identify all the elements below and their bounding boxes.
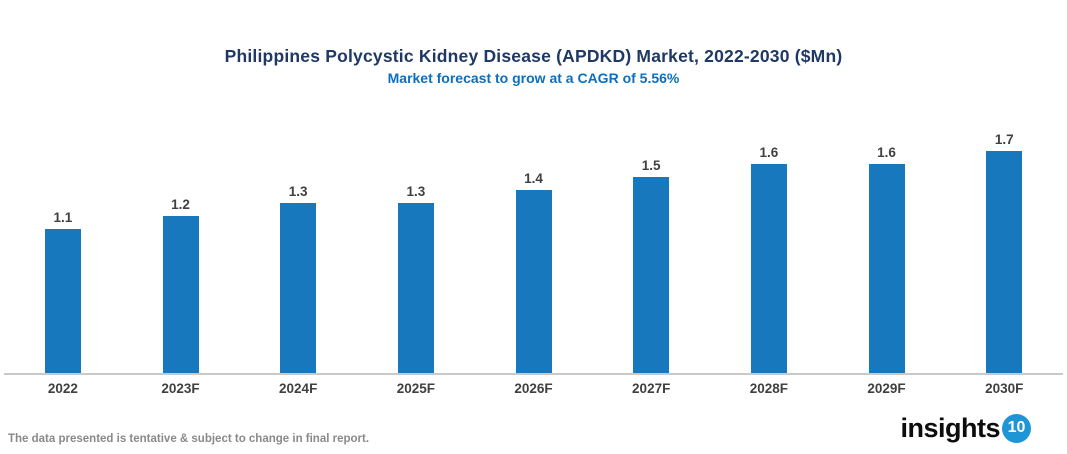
bar-value-label: 1.1	[53, 210, 73, 225]
chart-title: Philippines Polycystic Kidney Disease (A…	[224, 46, 843, 66]
bar-slot: 1.3	[357, 184, 475, 373]
x-axis-label-2027F: 2027F	[632, 381, 671, 396]
bar-value-label: 1.6	[877, 145, 896, 160]
bar-value-label: 1.6	[759, 145, 779, 160]
x-axis-label-2028F: 2028F	[749, 381, 788, 396]
bar-value-label: 1.3	[406, 184, 426, 199]
bar-2024F	[280, 203, 317, 373]
bar-2026F	[515, 190, 552, 373]
bar-value-label: 1.2	[171, 197, 190, 212]
bar-slot: 1.7	[945, 132, 1063, 373]
bar-value-label: 1.3	[288, 184, 308, 199]
x-axis-label-2026F: 2026F	[514, 381, 553, 396]
bar-2022	[44, 229, 81, 373]
bar-slot: 1.6	[828, 145, 946, 373]
bar-2027F	[633, 177, 670, 373]
bar-2023F	[162, 216, 199, 373]
bar-value-label: 1.5	[641, 158, 661, 173]
x-axis-label-2023F: 2023F	[161, 381, 200, 396]
bar-2029F	[868, 164, 905, 373]
bar-slot: 1.5	[592, 158, 710, 373]
bar-2025F	[397, 203, 434, 373]
bar-slot: 1.4	[475, 171, 593, 373]
bar-2030F	[986, 151, 1023, 373]
x-axis-label-2025F: 2025F	[396, 381, 435, 396]
bar-slot: 1.1	[4, 210, 122, 373]
bar-value-label: 1.4	[524, 171, 543, 186]
logo-badge-10: 10	[1002, 413, 1031, 443]
bar-slot: 1.6	[710, 145, 828, 373]
bars-area: 1.1 1.2 1.3 1.3 1.4 1.5 1.6 1.6 1.7	[4, 118, 1063, 375]
bar-slot: 1.2	[122, 197, 240, 373]
bar-2028F	[750, 164, 787, 373]
x-axis-label-2022: 2022	[47, 381, 78, 396]
x-axis-label-2029F: 2029F	[867, 381, 906, 396]
x-axis-labels: 2022 2023F 2024F 2025F 2026F 2027F 2028F 2029F 2…	[4, 375, 1063, 396]
x-axis-label-2030F: 2030F	[985, 381, 1024, 396]
bar-plot: 1.1 1.2 1.3 1.3 1.4 1.5 1.6 1.6 1.7 2022 2023F 202…	[4, 118, 1063, 396]
bar-slot: 1.3	[239, 184, 357, 373]
bar-value-label: 1.7	[994, 132, 1014, 147]
x-axis-label-2024F: 2024F	[279, 381, 318, 396]
chart-subtitle: Market forecast to grow at a CAGR of 5.5…	[387, 70, 680, 86]
logo-wordmark: insights	[900, 413, 1000, 443]
disclaimer-text: The data presented is tentative & subjec…	[8, 433, 370, 445]
insights10-logo: insights 10	[900, 413, 1031, 443]
